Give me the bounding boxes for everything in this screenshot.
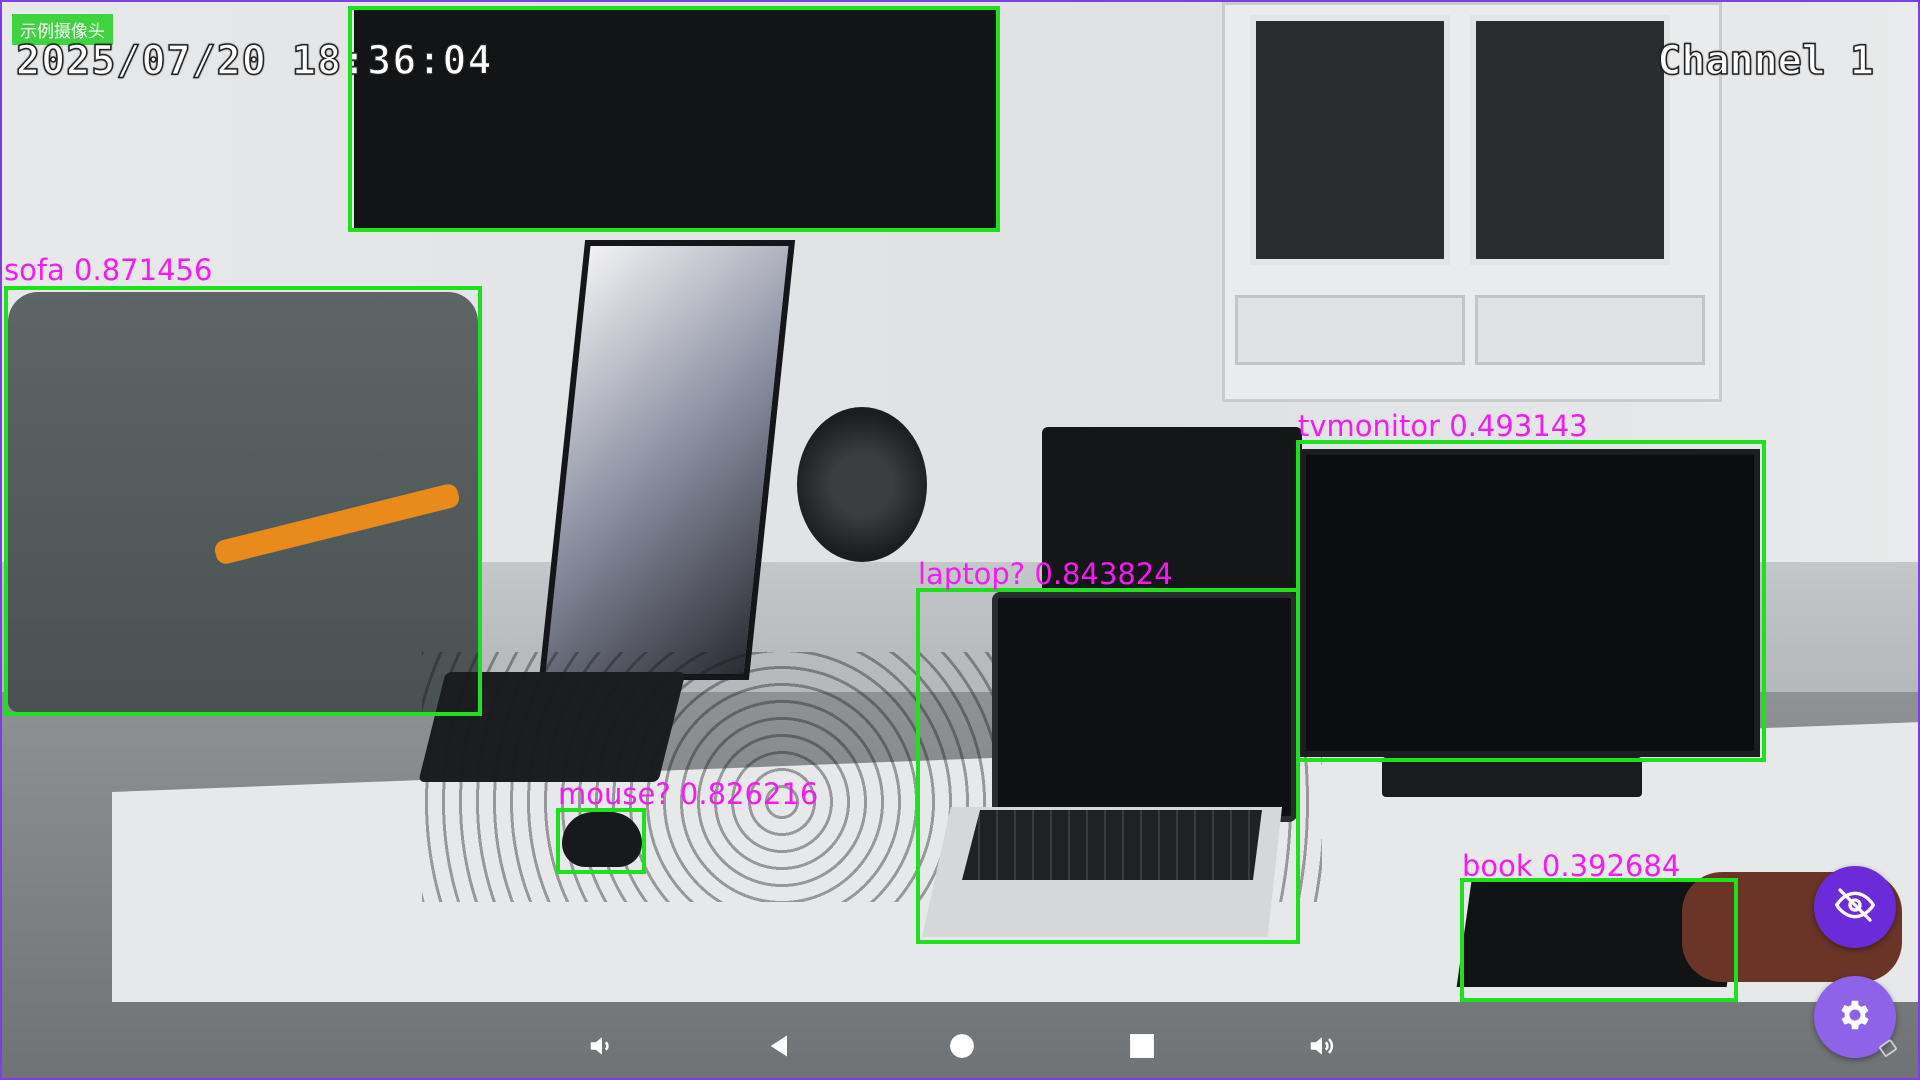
detection-label-tvmonitor: tvmonitor 0.493143 — [1298, 409, 1588, 443]
rotate-icon[interactable] — [1866, 1024, 1910, 1068]
monitor — [1300, 449, 1760, 757]
cabinet-glass-right — [1470, 15, 1670, 265]
detection-box-laptop — [916, 588, 1300, 944]
osd-timestamp: 2025/07/20 18:36:04 — [15, 37, 493, 85]
vertical-monitor — [538, 240, 796, 680]
volume-down-icon[interactable] — [580, 1024, 624, 1068]
wall-tv — [354, 10, 996, 228]
hide-overlay-button[interactable] — [1814, 866, 1896, 948]
eye-off-icon — [1834, 885, 1876, 929]
cabinet — [1222, 2, 1722, 402]
settings-button[interactable] — [1814, 976, 1896, 1058]
home-icon[interactable] — [940, 1024, 984, 1068]
back-icon[interactable] — [758, 1024, 802, 1068]
cabinet-glass-left — [1250, 15, 1450, 265]
detection-label-book: book 0.392684 — [1462, 849, 1681, 883]
gear-icon — [1836, 996, 1874, 1038]
volume-up-icon[interactable] — [1300, 1024, 1344, 1068]
recents-icon[interactable] — [1120, 1024, 1164, 1068]
mouse — [562, 812, 642, 867]
detection-box-tvmonitor — [1296, 440, 1766, 762]
laptop-keyboard — [962, 810, 1262, 880]
monitor-stand — [1382, 757, 1642, 797]
detection-label-laptop: laptop? 0.843824 — [918, 557, 1173, 591]
detection-box-book — [1460, 878, 1738, 1002]
cabinet-drawer-left — [1235, 295, 1465, 365]
camera-name-badge: 示例摄像头 — [12, 14, 113, 45]
desk-fan — [797, 407, 927, 562]
osd-channel: Channel 1 — [1657, 37, 1875, 85]
rear-laptop — [1042, 427, 1302, 597]
detection-box-mouse — [556, 808, 646, 874]
detection-label-mouse: mouse? 0.826216 — [558, 777, 819, 811]
detection-box-tv — [348, 6, 1000, 232]
detection-label-sofa: sofa 0.871456 — [4, 253, 213, 287]
detection-box-sofa — [4, 286, 482, 716]
cabinet-drawer-right — [1475, 295, 1705, 365]
